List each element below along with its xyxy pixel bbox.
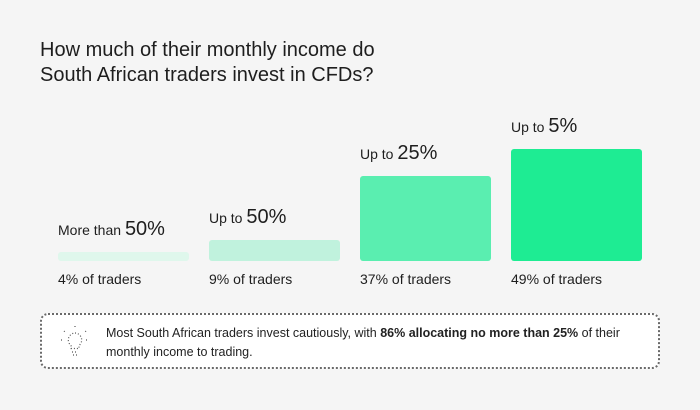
title-line-2: South African traders invest in CFDs? — [40, 64, 374, 86]
share-label-4: 49% of traders — [511, 271, 603, 287]
share-label-1: 4% of traders — [58, 271, 142, 287]
title-line-1: How much of their monthly income do — [40, 39, 375, 61]
bar-4 — [511, 149, 642, 261]
share-label-2: 9% of traders — [209, 271, 293, 287]
callout-text: Most South African traders invest cautio… — [106, 326, 620, 359]
category-label-3: Up to 25% — [360, 142, 437, 165]
callout-highlight: 86% allocating no more than 25% — [380, 326, 579, 340]
category-label-2: Up to 50% — [209, 206, 286, 229]
category-label-1: More than 50% — [58, 218, 165, 241]
bar-2 — [209, 240, 340, 261]
bar-1 — [58, 251, 189, 261]
category-value: 5% — [548, 115, 578, 137]
bar-chart: More than 50% 4% of traders Up to 50% 9% of… — [58, 115, 642, 287]
category-prefix: More than — [58, 221, 125, 238]
bar-3 — [360, 176, 491, 261]
category-value: 25% — [397, 142, 438, 165]
category-value: 50% — [124, 217, 165, 240]
insight-callout: Most South African traders invest cautio… — [40, 313, 660, 369]
category-prefix: Up to — [209, 210, 247, 227]
category-prefix: Up to — [360, 146, 398, 163]
category-value: 50% — [246, 206, 287, 229]
share-label-3: 37% of traders — [360, 271, 452, 287]
category-prefix: Up to — [511, 119, 549, 135]
chart-title: How much of their monthly income do Sout… — [40, 38, 460, 88]
lightbulb-icon — [61, 326, 89, 356]
category-label-4: Up to 5% — [511, 115, 577, 138]
